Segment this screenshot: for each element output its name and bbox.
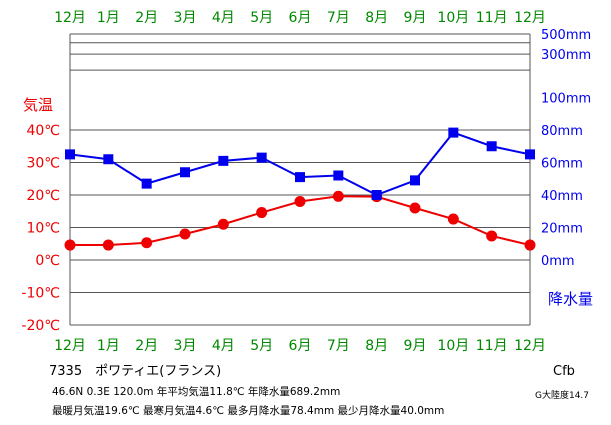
month-label: 6月: [289, 338, 312, 354]
month-label: 5月: [250, 10, 273, 26]
month-label: 11月: [476, 338, 508, 354]
temperature-point: [179, 228, 191, 240]
precipitation-axis-label: 降水量: [548, 290, 593, 308]
precipitation-point: [333, 170, 344, 181]
temperature-point: [141, 237, 153, 249]
temperature-tick-label: -10℃: [21, 286, 60, 302]
precipitation-point: [371, 190, 382, 200]
month-label: 2月: [135, 338, 158, 354]
month-label: 12月: [514, 338, 546, 354]
precipitation-point: [103, 154, 114, 165]
month-label: 12月: [54, 338, 86, 354]
month-label: 9月: [404, 10, 427, 26]
precipitation-point: [65, 149, 75, 160]
month-label: 8月: [365, 338, 388, 354]
month-label: 4月: [212, 10, 235, 26]
series-points: [64, 127, 536, 251]
precipitation-tick-label: 40mm: [541, 189, 583, 204]
month-label: 3月: [174, 10, 197, 26]
temperature-tick-label: 30℃: [26, 156, 60, 172]
precipitation-point: [218, 155, 229, 166]
precipitation-point: [141, 178, 152, 189]
precipitation-tick-label: 300mm: [541, 48, 591, 63]
continentality-index: G大陸度14.7: [535, 391, 590, 401]
month-label: 4月: [212, 338, 235, 354]
month-label: 3月: [174, 338, 197, 354]
temperature-tick-label: 20℃: [26, 188, 60, 204]
precipitation-tick-label: 80mm: [541, 124, 583, 139]
month-label: 2月: [135, 10, 158, 26]
station-summary-line2: 最暖月気温19.6℃ 最寒月気温4.6℃ 最多月降水量78.4mm 最少月降水量…: [52, 405, 445, 417]
precipitation-point: [410, 175, 420, 186]
month-label: 10月: [437, 338, 469, 354]
precipitation-tick-label: 20mm: [541, 222, 583, 237]
month-label: 8月: [365, 10, 388, 26]
station-name: 7335 ポワティエ(フランス): [49, 364, 222, 379]
temperature-point: [332, 190, 344, 202]
precipitation-line: [69, 131, 531, 197]
plot-frame: [69, 34, 531, 325]
temperature-point: [102, 239, 114, 251]
temperature-axis-label: 気温: [23, 96, 53, 114]
precipitation-tick-label: 500mm: [541, 28, 591, 43]
month-label: 12月: [54, 10, 86, 26]
temperature-point: [447, 213, 459, 225]
temperature-point: [217, 218, 229, 230]
month-label: 9月: [404, 338, 427, 354]
temperature-tick-label: 40℃: [26, 123, 60, 139]
precipitation-tick-label: 100mm: [541, 92, 591, 107]
precipitation-tick-label: 60mm: [541, 157, 583, 172]
month-label: 1月: [97, 338, 120, 354]
temperature-point: [524, 239, 536, 251]
precipitation-point: [486, 141, 497, 152]
month-label: 5月: [250, 338, 273, 354]
month-labels-top: 12月 1月 2月 3月 4月 5月 6月 7月 8月 9月 10月 11月 12月: [54, 10, 546, 26]
grid-lines: [70, 33, 530, 326]
koppen-class: Cfb: [553, 364, 575, 379]
precipitation-point: [180, 167, 190, 178]
month-labels-bottom: 12月 1月 2月 3月 4月 5月 6月 7月 8月 9月 10月 11月 12月: [54, 338, 546, 354]
month-label: 1月: [97, 10, 120, 26]
precipitation-point: [525, 149, 535, 160]
precipitation-point: [295, 172, 305, 183]
precipitation-axis-ticks: 0mm 20mm 40mm 60mm 80mm 100mm 300mm 500mm: [541, 28, 591, 269]
station-summary-line1: 46.6N 0.3E 120.0m 年平均気温11.8℃ 年降水量689.2mm: [52, 386, 341, 398]
temperature-point: [294, 196, 306, 207]
month-label: 10月: [437, 10, 469, 26]
month-label: 6月: [289, 10, 312, 26]
temperature-point: [486, 230, 498, 242]
temperature-point: [409, 202, 421, 214]
month-label: 12月: [514, 10, 546, 26]
temperature-tick-label: 0℃: [35, 253, 60, 269]
temperature-tick-label: 10℃: [26, 221, 60, 237]
temperature-axis-ticks: 40℃ 30℃ 20℃ 10℃ 0℃ -10℃ -20℃: [21, 123, 60, 334]
month-label: 11月: [476, 10, 508, 26]
temperature-tick-label: -20℃: [21, 318, 60, 334]
temperature-point: [256, 207, 268, 219]
series-lines: [69, 131, 531, 247]
precipitation-point: [256, 152, 267, 163]
month-label: 7月: [327, 10, 350, 26]
precipitation-point: [448, 127, 459, 138]
month-label: 7月: [327, 338, 350, 354]
temperature-point: [64, 239, 76, 251]
precipitation-tick-label: 0mm: [541, 254, 575, 269]
